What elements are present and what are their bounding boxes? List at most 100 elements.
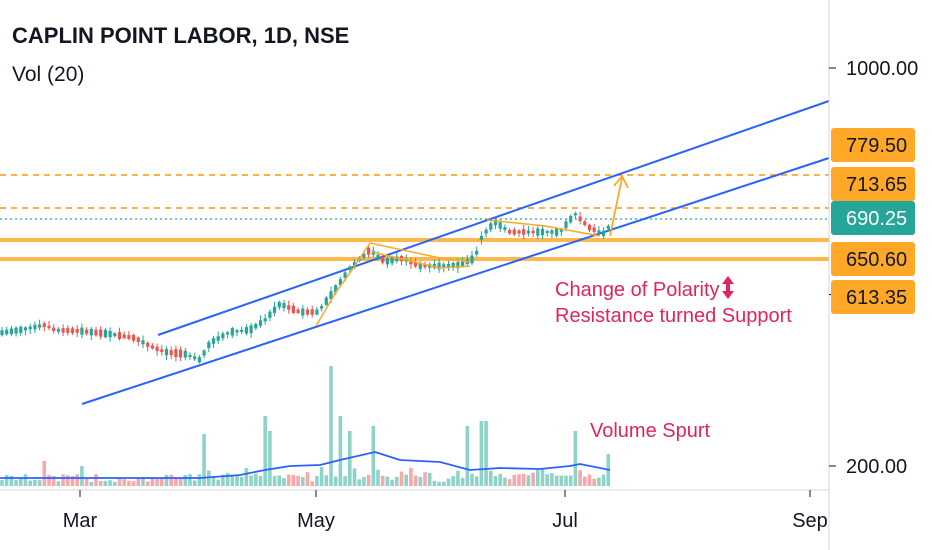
- candle-body: [23, 327, 28, 331]
- volume-bar: [512, 474, 517, 486]
- candle-body: [193, 356, 197, 360]
- volume-bar: [9, 475, 14, 486]
- volume-bar: [409, 467, 413, 486]
- volume-bar: [395, 476, 399, 486]
- candle-body: [376, 254, 380, 259]
- candle-body: [597, 230, 601, 233]
- time-tick-label: May: [297, 510, 335, 532]
- candle-body: [442, 264, 446, 268]
- volume-bar: [221, 474, 225, 486]
- volume-bar: [155, 477, 159, 486]
- candle-body: [301, 308, 305, 316]
- volume-bar: [122, 479, 126, 486]
- candle-body: [484, 229, 488, 234]
- volume-bar: [333, 476, 338, 486]
- candle-body: [183, 350, 187, 358]
- volume-bar: [272, 475, 277, 486]
- pattern-line: [486, 219, 601, 237]
- horizontal-levels: [0, 174, 829, 261]
- volume-bar: [531, 472, 535, 486]
- time-tick-label: Jul: [552, 510, 578, 532]
- volume-bar: [282, 478, 286, 486]
- volume-bar: [296, 475, 300, 486]
- pattern-line: [369, 242, 471, 263]
- pattern-line: [315, 242, 371, 327]
- candle-body: [550, 230, 554, 234]
- candle-body: [531, 230, 535, 234]
- volume-bar: [489, 470, 493, 486]
- candle-body: [418, 263, 422, 269]
- candle-body: [136, 337, 140, 343]
- volume-bar: [573, 431, 578, 486]
- candle-body: [540, 228, 545, 236]
- volume-bar: [343, 476, 347, 486]
- volume-bar: [526, 475, 531, 486]
- chart-title: CAPLIN POINT LABOR, 1D, NSE: [12, 23, 349, 48]
- volume-bar: [357, 479, 361, 486]
- candle-body: [94, 329, 98, 336]
- volume-bar: [427, 472, 432, 486]
- volume-bar: [19, 478, 23, 486]
- candle-body: [56, 328, 60, 332]
- candle-body: [602, 230, 606, 237]
- candle-body: [268, 311, 272, 318]
- candle-body: [122, 334, 126, 339]
- candle-body: [70, 328, 75, 334]
- candle-body: [202, 350, 206, 356]
- volume-bar: [536, 469, 540, 486]
- candle-body: [33, 324, 37, 330]
- volume-bar: [131, 481, 136, 486]
- volume-bar: [263, 416, 267, 486]
- candle-body: [146, 342, 150, 347]
- candle-body: [305, 309, 310, 315]
- volume-bar: [225, 472, 230, 486]
- candle-body: [343, 272, 347, 278]
- volume-bar: [413, 475, 418, 486]
- volume-bar: [493, 475, 498, 486]
- volume-bar: [244, 468, 249, 486]
- volume-bar: [503, 477, 507, 486]
- volume-bar: [169, 474, 173, 486]
- volume-bar: [235, 475, 239, 486]
- volume-bar: [145, 481, 150, 486]
- volume-bar: [0, 480, 4, 486]
- volume-bar: [14, 480, 18, 486]
- candle-body: [296, 309, 300, 313]
- candle-body: [508, 229, 512, 234]
- price-tag-box: [831, 242, 915, 276]
- candle-body: [475, 250, 479, 255]
- volume-bar: [390, 479, 394, 486]
- volume-bar: [564, 475, 568, 486]
- candle-body: [0, 330, 4, 336]
- price-tag-label: 613.35: [846, 287, 907, 309]
- candle-body: [197, 357, 201, 363]
- price-tag-box: [831, 167, 915, 201]
- volume-bar: [103, 480, 108, 486]
- candle-body: [5, 329, 9, 335]
- volume-bar: [470, 473, 474, 486]
- volume-bar: [385, 476, 390, 486]
- time-axis[interactable]: Mar May Jul Sep: [63, 490, 828, 532]
- candle-body: [174, 349, 178, 358]
- pattern-drawings: [315, 174, 629, 327]
- candle-body: [113, 333, 117, 337]
- volume-bar: [56, 481, 61, 486]
- volume-ma-line: [0, 451, 611, 479]
- volume-bar: [484, 421, 488, 486]
- candle-body: [117, 332, 122, 340]
- volume-bar: [258, 475, 263, 486]
- candle-body: [587, 224, 592, 231]
- candle-body: [150, 345, 154, 349]
- candle-body: [512, 229, 516, 235]
- candle-body: [127, 335, 131, 339]
- candle-body: [456, 261, 460, 269]
- volume-bar: [141, 476, 145, 486]
- volume-bar: [371, 426, 376, 486]
- candle-body: [461, 260, 465, 267]
- volume-bar: [254, 473, 258, 486]
- candle-body: [569, 215, 573, 223]
- volume-bar: [329, 366, 333, 486]
- volume-bar: [507, 479, 512, 486]
- target-arrow-head: [613, 174, 629, 189]
